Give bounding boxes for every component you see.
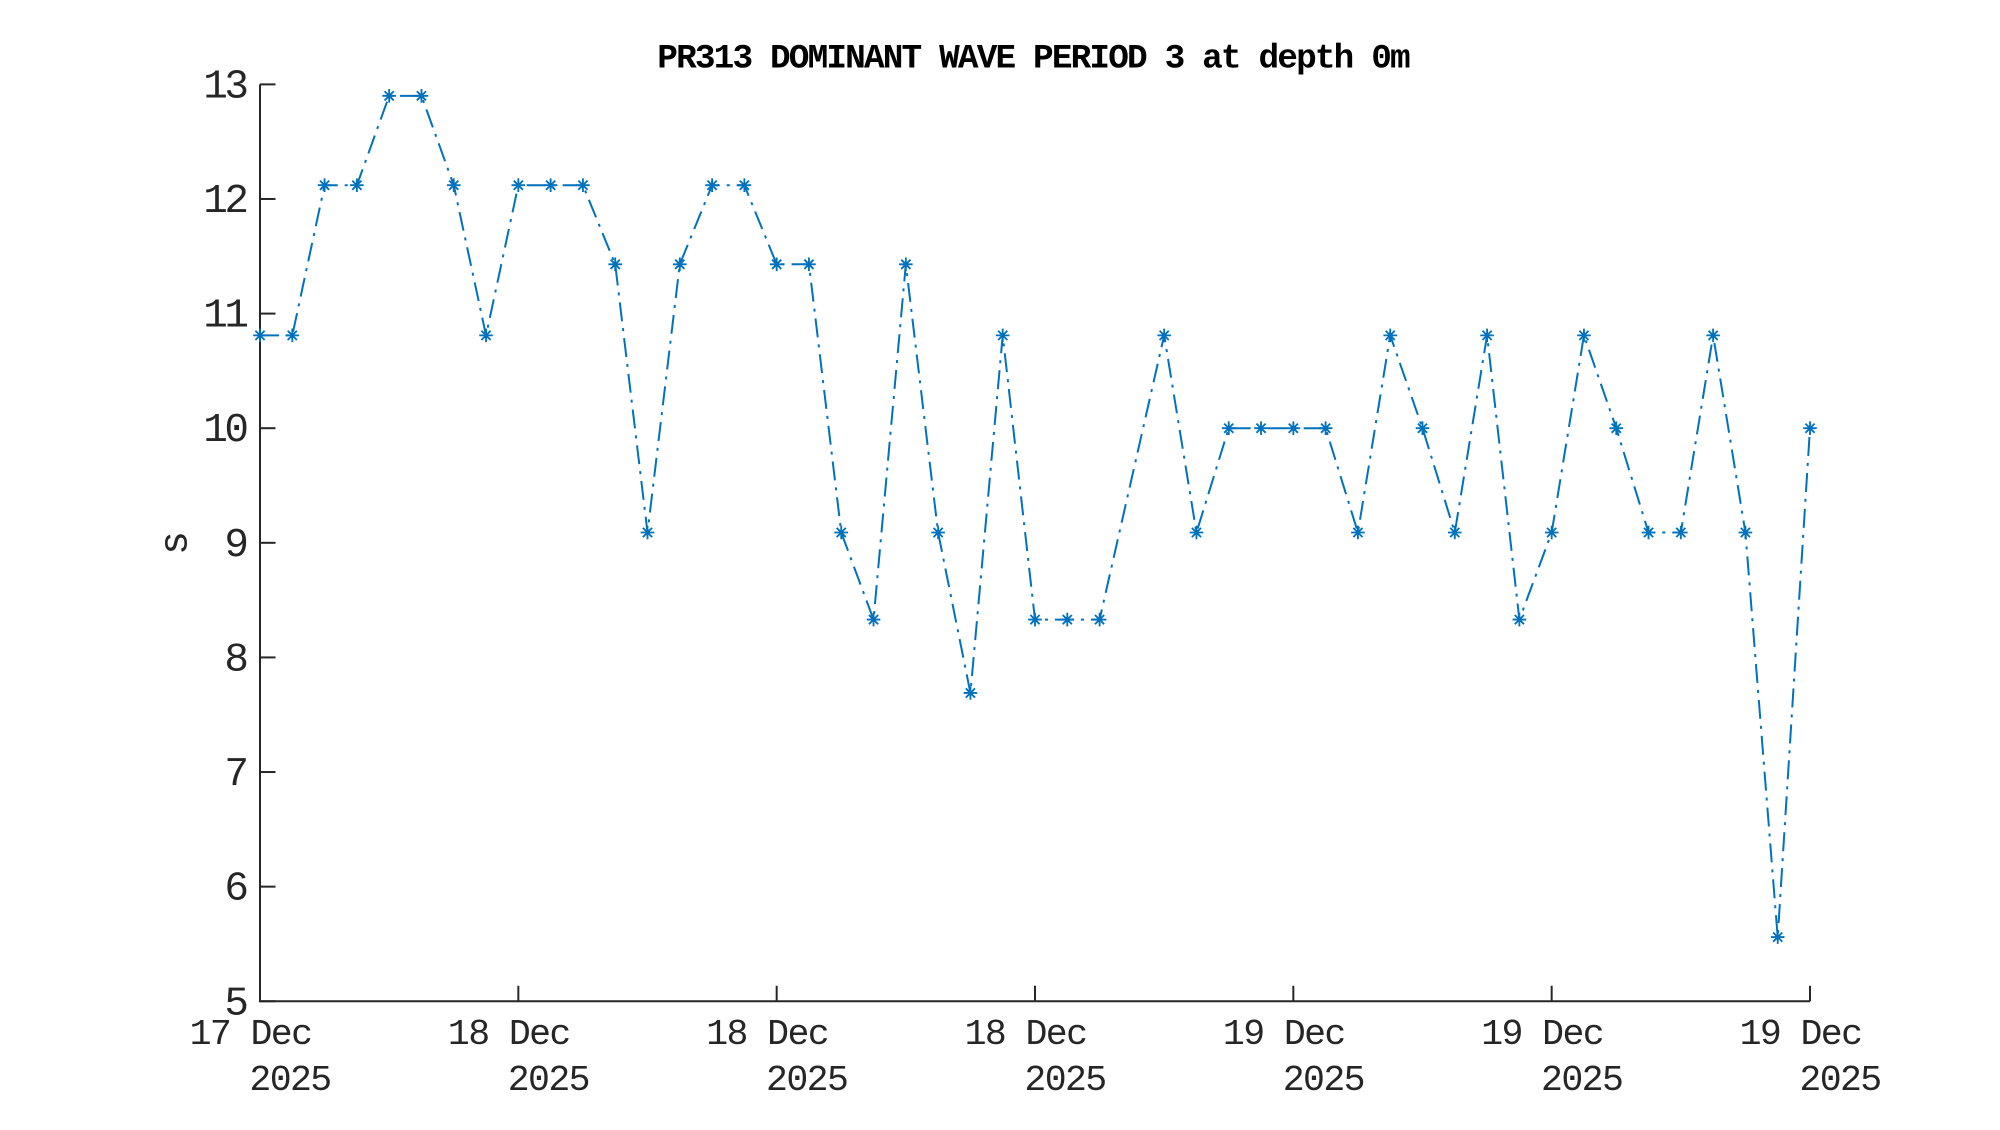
svg-text:11: 11 — [203, 294, 247, 340]
svg-text:10: 10 — [203, 408, 247, 454]
svg-text:19 Dec: 19 Dec — [1740, 1014, 1862, 1055]
svg-text:18 Dec: 18 Dec — [965, 1014, 1087, 1055]
svg-text:7: 7 — [224, 752, 246, 798]
svg-text:2025: 2025 — [1799, 1060, 1880, 1101]
svg-text:2025: 2025 — [508, 1060, 589, 1101]
svg-text:12: 12 — [203, 179, 246, 225]
svg-text:8: 8 — [224, 637, 246, 683]
svg-text:2025: 2025 — [1024, 1060, 1105, 1101]
svg-text:18 Dec: 18 Dec — [706, 1014, 828, 1055]
svg-text:19 Dec: 19 Dec — [1223, 1014, 1345, 1055]
svg-text:13: 13 — [203, 64, 246, 110]
svg-text:2025: 2025 — [249, 1060, 330, 1101]
svg-text:18 Dec: 18 Dec — [448, 1014, 570, 1055]
svg-text:6: 6 — [224, 867, 246, 913]
svg-text:17 Dec: 17 Dec — [190, 1014, 312, 1055]
svg-text:2025: 2025 — [1541, 1060, 1622, 1101]
svg-text:19 Dec: 19 Dec — [1481, 1014, 1603, 1055]
svg-text:9: 9 — [224, 523, 246, 569]
svg-text:2025: 2025 — [766, 1060, 847, 1101]
svg-text:2025: 2025 — [1283, 1060, 1364, 1101]
svg-text:PR313 DOMINANT WAVE PERIOD 3 a: PR313 DOMINANT WAVE PERIOD 3 at depth 0m — [657, 40, 1410, 79]
svg-text:s: s — [154, 531, 199, 555]
